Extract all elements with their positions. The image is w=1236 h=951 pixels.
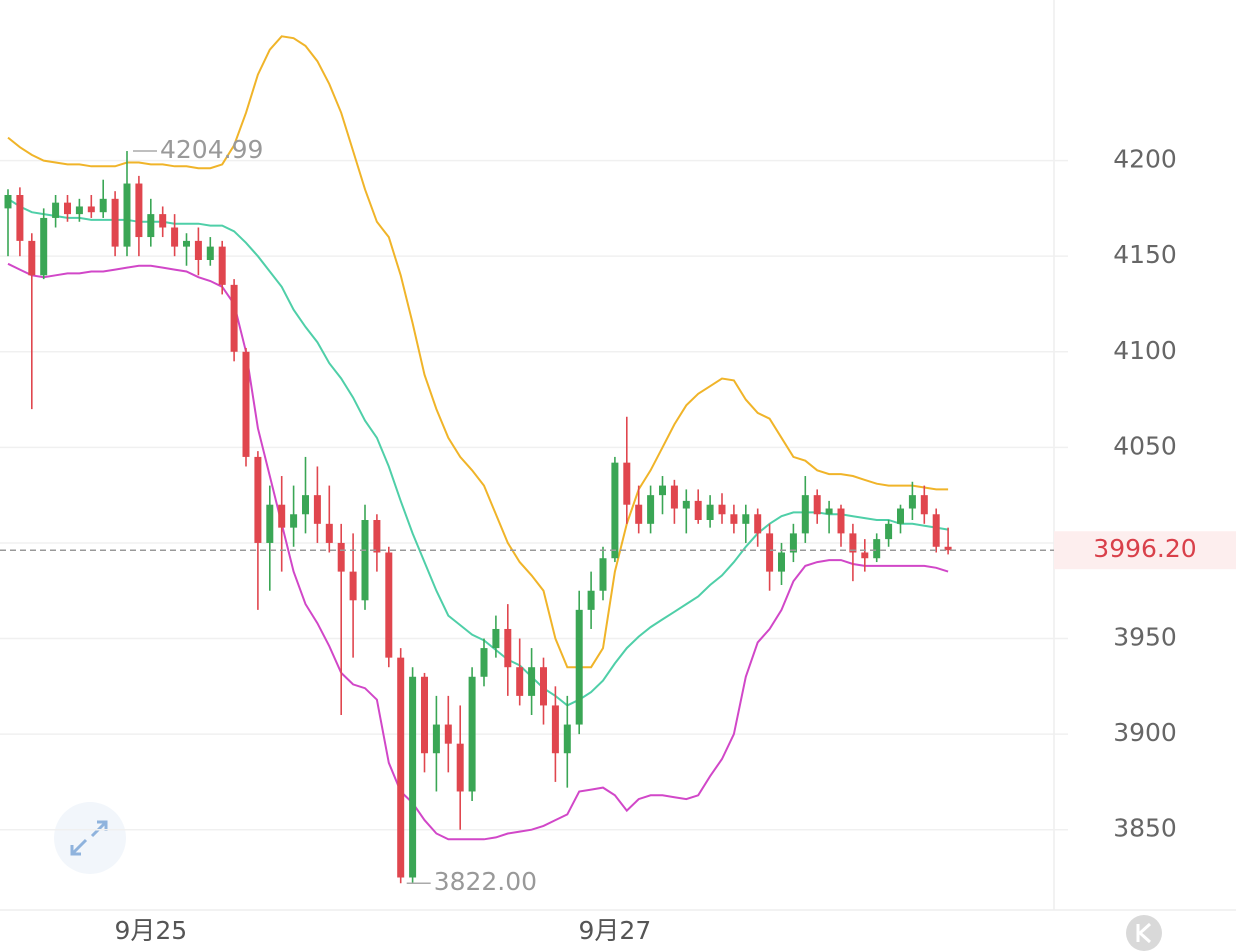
candle-body	[718, 504, 726, 515]
candle-body	[635, 504, 643, 524]
candle-body	[504, 628, 512, 668]
candle-body	[742, 514, 750, 524]
kline-button[interactable]	[1126, 915, 1162, 951]
candle-body	[432, 724, 440, 754]
candle-body	[230, 284, 238, 352]
candle-body	[313, 495, 321, 524]
candle-body	[730, 514, 738, 524]
candle-body	[373, 520, 381, 553]
candle-body	[290, 514, 298, 528]
candle-body	[111, 198, 119, 247]
candle-body	[135, 183, 143, 238]
extreme-label: 4204.99	[160, 135, 263, 164]
candle-body	[754, 514, 762, 534]
candle-body	[480, 648, 488, 677]
candle-body	[778, 552, 785, 572]
candle-body	[28, 240, 36, 276]
candle-body	[75, 206, 83, 215]
candle-body	[171, 227, 179, 247]
x-tick-label: 9月27	[579, 916, 652, 945]
candle-body	[932, 514, 940, 547]
candle-body	[813, 495, 821, 515]
candle-body	[99, 198, 107, 213]
last-price-box	[1054, 531, 1236, 570]
candle-body	[540, 667, 547, 706]
candle-body	[920, 495, 928, 515]
y-tick-label: 4100	[1113, 336, 1177, 365]
extreme-label: 3822.00	[434, 867, 537, 896]
candle-body	[206, 246, 214, 260]
candle-body	[944, 546, 952, 551]
candle-body	[801, 495, 809, 534]
candle-body	[409, 676, 417, 878]
candle-body	[349, 571, 357, 601]
candle-body	[159, 214, 167, 228]
candle-body	[456, 743, 464, 792]
last-price-label: 3996.20	[1093, 534, 1196, 563]
candle-body	[4, 195, 12, 209]
candle-body	[123, 183, 131, 247]
band-line	[7, 35, 949, 669]
candle-body	[16, 195, 24, 241]
candle-body	[563, 724, 571, 754]
candle-body	[361, 520, 369, 601]
candle-body	[87, 206, 95, 213]
candle-body	[599, 558, 607, 591]
y-tick-label: 4200	[1113, 145, 1177, 174]
candle-body	[516, 667, 524, 696]
candle-body	[385, 552, 393, 658]
candle-body	[682, 500, 690, 509]
candle-body	[837, 508, 845, 534]
y-tick-label: 4150	[1113, 240, 1177, 269]
candle-body	[789, 533, 797, 553]
candle-body	[421, 676, 428, 754]
candle-body	[40, 217, 48, 276]
candle-body	[147, 214, 155, 238]
candle-body	[278, 504, 286, 528]
candle-body	[885, 523, 893, 540]
candle-body	[242, 351, 250, 457]
candle-body	[873, 539, 881, 559]
band-line	[7, 262, 949, 841]
candle-body	[444, 724, 452, 744]
candle-body	[659, 485, 666, 496]
candle-body	[52, 202, 60, 218]
candle-body	[64, 202, 71, 215]
candle-body	[337, 542, 345, 572]
candle-body	[575, 609, 583, 725]
candle-body	[623, 462, 631, 505]
candle-body	[849, 533, 857, 553]
x-tick-label: 9月25	[114, 916, 187, 945]
candle-body	[647, 495, 655, 524]
candle-body	[694, 500, 702, 520]
candle-body	[266, 504, 274, 543]
candle-body	[325, 523, 333, 543]
candle-body	[551, 705, 559, 754]
y-tick-label: 3950	[1113, 623, 1177, 652]
candle-body	[397, 657, 405, 878]
candle-body	[302, 495, 309, 515]
candle-body	[861, 552, 869, 559]
expand-button[interactable]	[54, 802, 126, 874]
candle-body	[587, 590, 595, 610]
candle-body	[611, 462, 619, 559]
candle-body	[468, 676, 476, 792]
candle-body	[766, 533, 774, 572]
y-tick-label: 3850	[1113, 814, 1177, 843]
y-tick-label: 3900	[1113, 718, 1177, 747]
candle-body	[218, 246, 226, 285]
candle-body	[492, 628, 500, 649]
candle-body	[183, 240, 190, 247]
candle-body	[670, 485, 678, 509]
candle-body	[706, 504, 714, 520]
candle-body	[528, 667, 536, 696]
candle-body	[897, 508, 904, 524]
candle-body	[908, 495, 916, 509]
candle-body	[825, 508, 833, 515]
y-tick-label: 4050	[1113, 431, 1177, 460]
candle-body	[254, 456, 262, 543]
candle-body	[194, 240, 202, 260]
